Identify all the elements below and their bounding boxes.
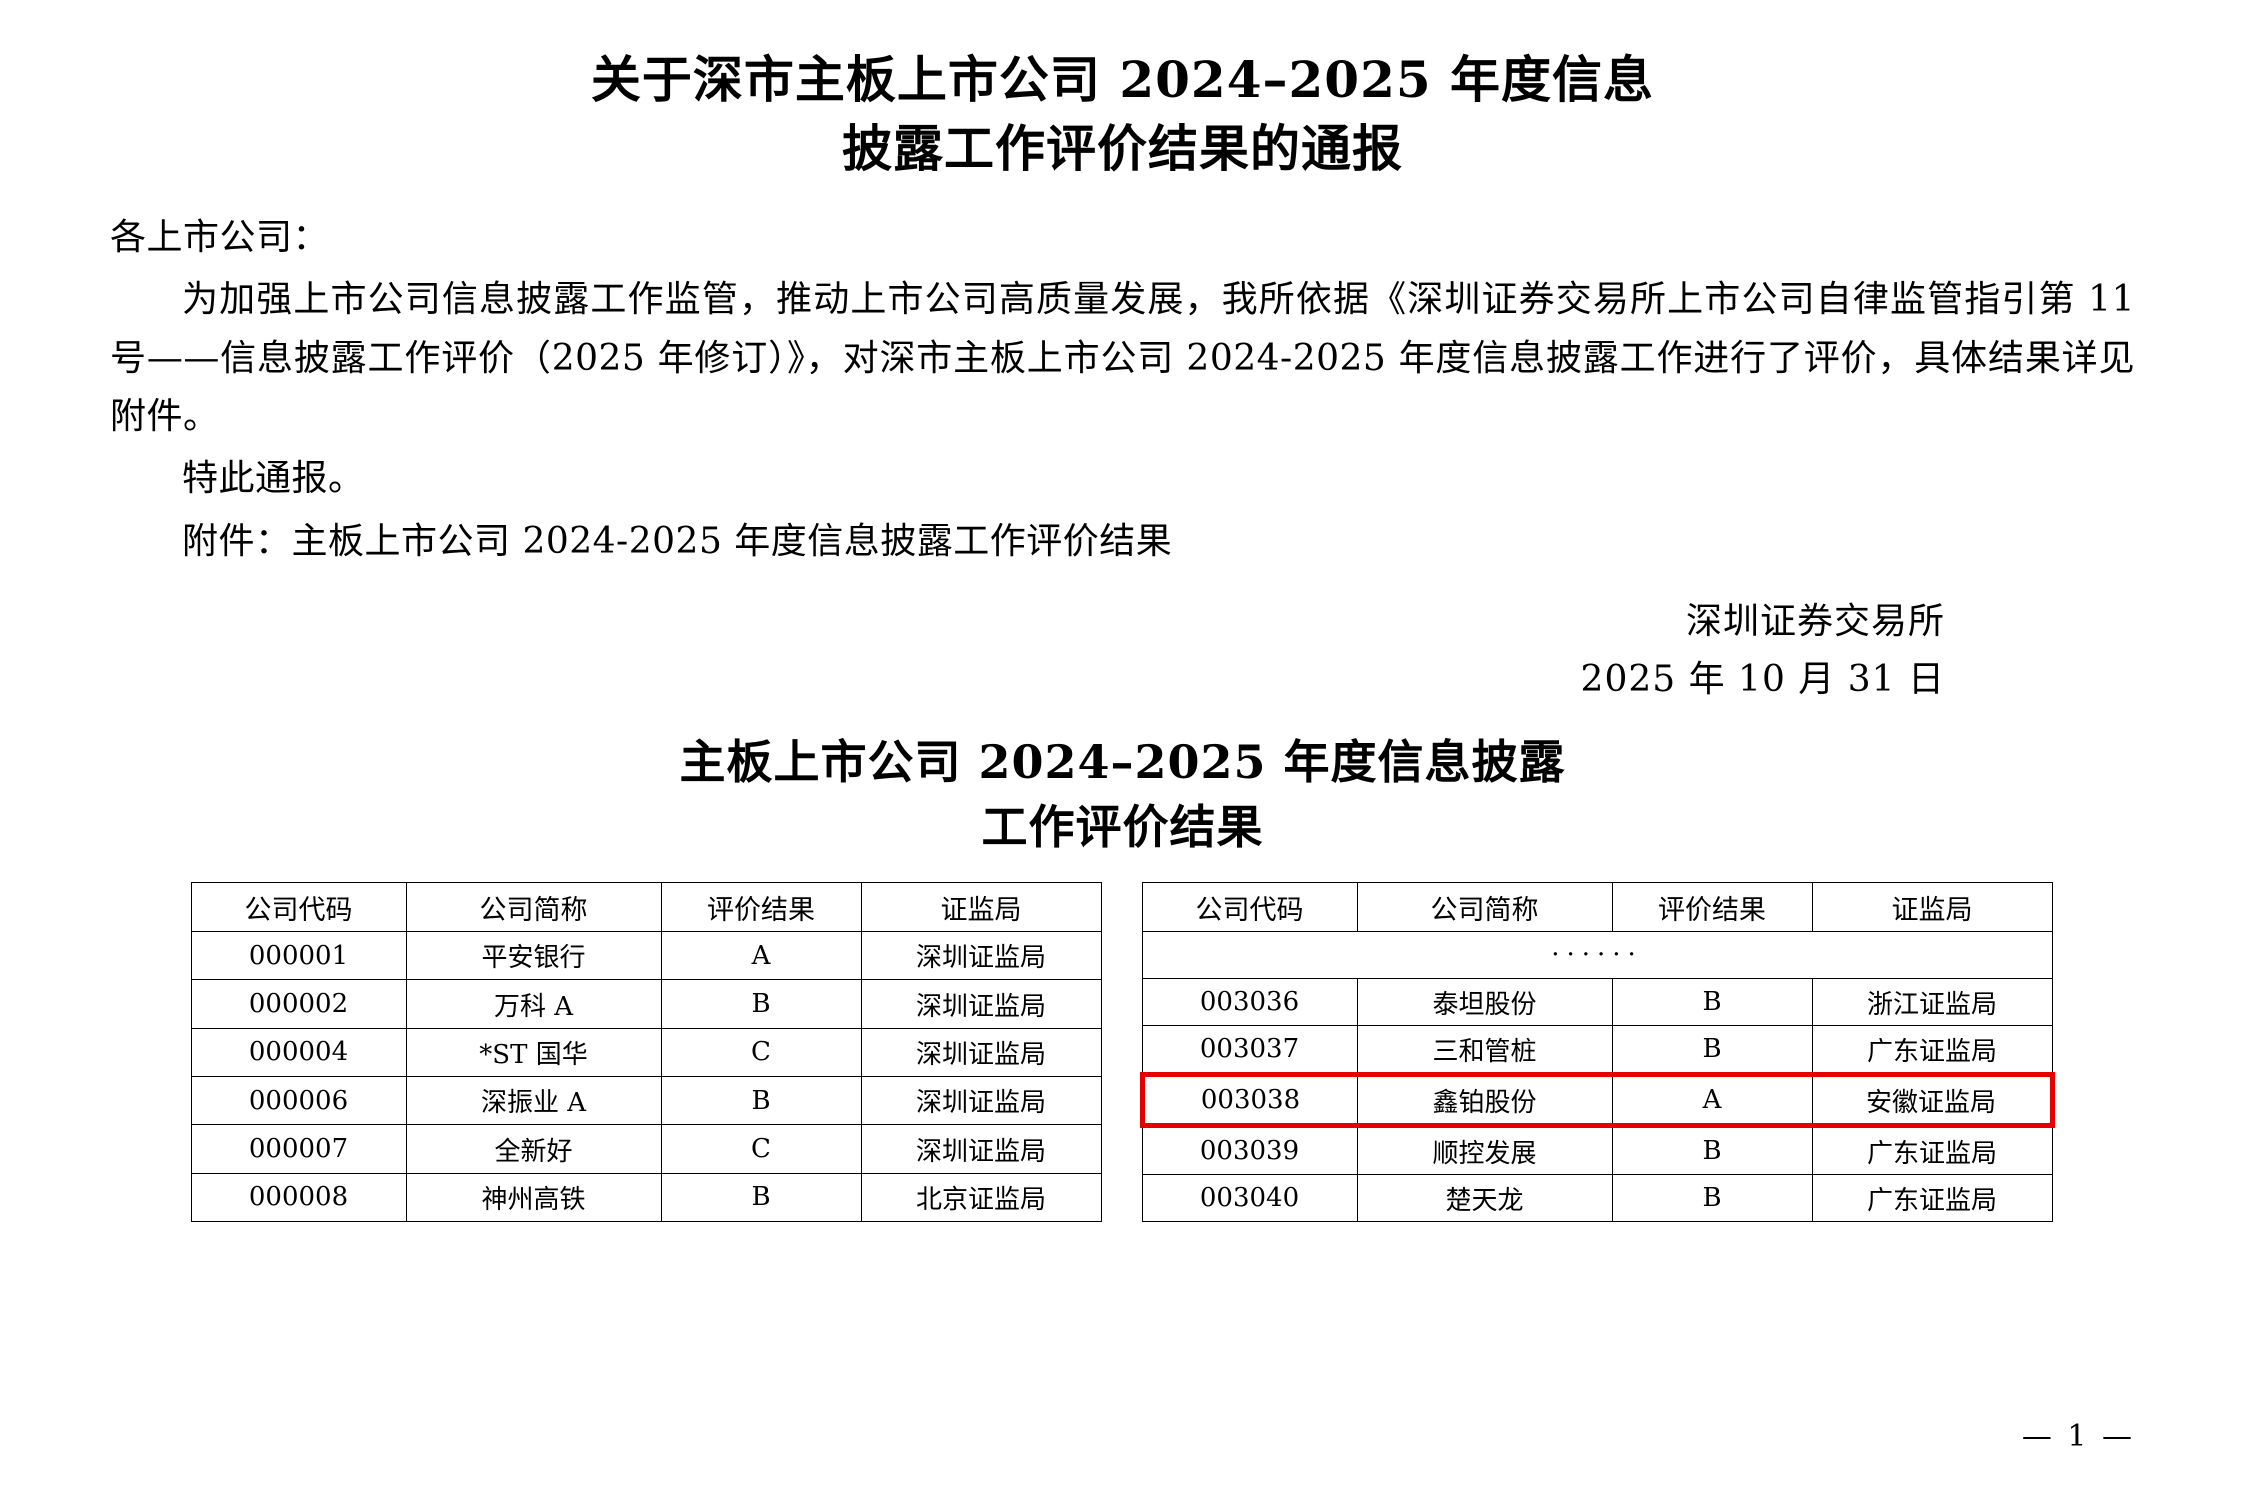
page-number: — 1 — bbox=[2021, 1419, 2135, 1454]
document-title-line-1: 关于深市主板上市公司 2024–2025 年度信息 bbox=[590, 50, 1655, 109]
cell-company-name: 平安银行 bbox=[405, 931, 662, 981]
cell-company-code: 003038 bbox=[1139, 1072, 1358, 1129]
cell-evaluation-result: B bbox=[1611, 1125, 1813, 1176]
table-row: 000008 神州高铁 B 北京证监局 bbox=[190, 1172, 1102, 1223]
column-header-company-code: 公司代码 bbox=[1141, 882, 1358, 933]
cell-company-name: 顺控发展 bbox=[1356, 1125, 1613, 1176]
signature-block: 深圳证券交易所 2025 年 10 月 31 日 bbox=[110, 593, 2135, 710]
cell-evaluation-result: B bbox=[660, 979, 862, 1029]
attachment-title-line-2: 工作评价结果 bbox=[981, 799, 1264, 854]
ellipsis-marker: ······ bbox=[1141, 931, 2053, 980]
cell-regulatory-bureau: 浙江证监局 bbox=[1811, 978, 2053, 1027]
table-row: 000004 *ST 国华 C 深圳证监局 bbox=[190, 1027, 1102, 1078]
paragraph-3-attachment-note: 附件：主板上市公司 2024-2025 年度信息披露工作评价结果 bbox=[182, 520, 1173, 562]
cell-regulatory-bureau: 安徽证监局 bbox=[1811, 1072, 2055, 1129]
cell-evaluation-result: C bbox=[660, 1124, 862, 1174]
paragraph-1: 为加强上市公司信息披露工作监管，推动上市公司高质量发展，我所依据《深圳证券交易所… bbox=[110, 279, 2135, 437]
cell-company-code: 003040 bbox=[1141, 1174, 1358, 1223]
cell-company-name: 万科 A bbox=[405, 979, 662, 1029]
cell-company-code: 003037 bbox=[1141, 1025, 1358, 1076]
cell-company-name: 全新好 bbox=[405, 1124, 662, 1174]
cell-company-code: 003036 bbox=[1141, 978, 1358, 1027]
cell-company-code: 000008 bbox=[190, 1172, 407, 1223]
results-tables: 公司代码 公司简称 评价结果 证监局 000001 平安银行 A 深圳证监局 00000… bbox=[110, 882, 2135, 1223]
cell-evaluation-result: B bbox=[1611, 978, 1813, 1027]
table-row: 000007 全新好 C 深圳证监局 bbox=[190, 1124, 1102, 1174]
cell-company-name: 三和管桩 bbox=[1356, 1025, 1613, 1076]
cell-company-name: 鑫铂股份 bbox=[1356, 1072, 1613, 1129]
cell-company-name: 深振业 A bbox=[405, 1076, 662, 1126]
cell-company-code: 000004 bbox=[190, 1027, 407, 1078]
cell-evaluation-result: C bbox=[660, 1027, 862, 1078]
table-header-row: 公司代码 公司简称 评价结果 证监局 bbox=[190, 882, 1102, 933]
cell-evaluation-result: B bbox=[660, 1172, 862, 1223]
document-body: 各上市公司： 为加强上市公司信息披露工作监管，推动上市公司高质量发展，我所依据《… bbox=[110, 209, 2135, 571]
column-header-company-code: 公司代码 bbox=[190, 882, 407, 933]
cell-regulatory-bureau: 深圳证监局 bbox=[860, 979, 1102, 1029]
column-header-company-name: 公司简称 bbox=[1356, 882, 1613, 933]
cell-regulatory-bureau: 深圳证监局 bbox=[860, 1076, 1102, 1126]
column-header-regulatory-bureau: 证监局 bbox=[860, 882, 1102, 933]
table-row: 003040 楚天龙 B 广东证监局 bbox=[1141, 1174, 2053, 1223]
column-header-regulatory-bureau: 证监局 bbox=[1811, 882, 2053, 933]
table-row: 003038 鑫铂股份 A 安徽证监局 bbox=[1139, 1072, 2055, 1129]
cell-company-code: 000006 bbox=[190, 1076, 407, 1126]
cell-regulatory-bureau: 广东证监局 bbox=[1811, 1125, 2053, 1176]
cell-company-code: 000002 bbox=[190, 979, 407, 1029]
cell-evaluation-result: B bbox=[1611, 1174, 1813, 1223]
cell-regulatory-bureau: 广东证监局 bbox=[1811, 1174, 2053, 1223]
cell-company-code: 003039 bbox=[1141, 1125, 1358, 1176]
cell-regulatory-bureau: 深圳证监局 bbox=[860, 1124, 1102, 1174]
column-header-evaluation-result: 评价结果 bbox=[1611, 882, 1813, 933]
cell-regulatory-bureau: 广东证监局 bbox=[1811, 1025, 2053, 1076]
cell-company-name: 泰坦股份 bbox=[1356, 978, 1613, 1027]
column-header-company-name: 公司简称 bbox=[405, 882, 662, 933]
cell-company-code: 000007 bbox=[190, 1124, 407, 1174]
table-body-left: 000001 平安银行 A 深圳证监局 000002 万科 A B 深圳证监局 000004 *S… bbox=[190, 931, 1102, 1223]
document-title: 关于深市主板上市公司 2024–2025 年度信息 披露工作评价结果的通报 bbox=[110, 0, 2135, 183]
cell-regulatory-bureau: 深圳证监局 bbox=[860, 931, 1102, 981]
cell-evaluation-result: A bbox=[1611, 1072, 1813, 1129]
table-body-right: ······ 003036 泰坦股份 B 浙江证监局 003037 三和管桩 B 广东证监局 00… bbox=[1139, 931, 2055, 1223]
cell-company-name: 神州高铁 bbox=[405, 1172, 662, 1223]
signature-organization: 深圳证券交易所 bbox=[1685, 600, 1945, 642]
signature-date: 2025 年 10 月 31 日 bbox=[1580, 659, 1945, 701]
cell-evaluation-result: A bbox=[660, 931, 862, 981]
column-header-evaluation-result: 评价结果 bbox=[660, 882, 862, 933]
paragraph-2: 特此通报。 bbox=[182, 458, 365, 500]
table-row: 000002 万科 A B 深圳证监局 bbox=[190, 979, 1102, 1029]
table-row: 000006 深振业 A B 深圳证监局 bbox=[190, 1076, 1102, 1126]
table-header-row: 公司代码 公司简称 评价结果 证监局 bbox=[1141, 882, 2053, 933]
cell-company-name: 楚天龙 bbox=[1356, 1174, 1613, 1223]
table-row: 000001 平安银行 A 深圳证监局 bbox=[190, 931, 1102, 981]
table-row: 003036 泰坦股份 B 浙江证监局 bbox=[1141, 978, 2053, 1027]
attachment-title-line-1: 主板上市公司 2024–2025 年度信息披露 bbox=[679, 734, 1566, 789]
cell-regulatory-bureau: 北京证监局 bbox=[860, 1172, 1102, 1223]
cell-evaluation-result: B bbox=[660, 1076, 862, 1126]
cell-company-name: *ST 国华 bbox=[405, 1027, 662, 1078]
cell-regulatory-bureau: 深圳证监局 bbox=[860, 1027, 1102, 1078]
salutation: 各上市公司： bbox=[110, 217, 330, 258]
results-table-right: 公司代码 公司简称 评价结果 证监局 ······ 003036 泰坦股份 B 浙江证监… bbox=[1139, 882, 2055, 1223]
results-table-left: 公司代码 公司简称 评价结果 证监局 000001 平安银行 A 深圳证监局 00000… bbox=[190, 882, 1102, 1223]
cell-company-code: 000001 bbox=[190, 931, 407, 981]
document-title-line-2: 披露工作评价结果的通报 bbox=[842, 119, 1403, 178]
table-row: 003039 顺控发展 B 广东证监局 bbox=[1141, 1125, 2053, 1176]
cell-evaluation-result: B bbox=[1611, 1025, 1813, 1076]
table-row: 003037 三和管桩 B 广东证监局 bbox=[1141, 1025, 2053, 1076]
attachment-title: 主板上市公司 2024–2025 年度信息披露 工作评价结果 bbox=[110, 730, 2135, 861]
table-row-ellipsis: ······ bbox=[1141, 931, 2053, 980]
